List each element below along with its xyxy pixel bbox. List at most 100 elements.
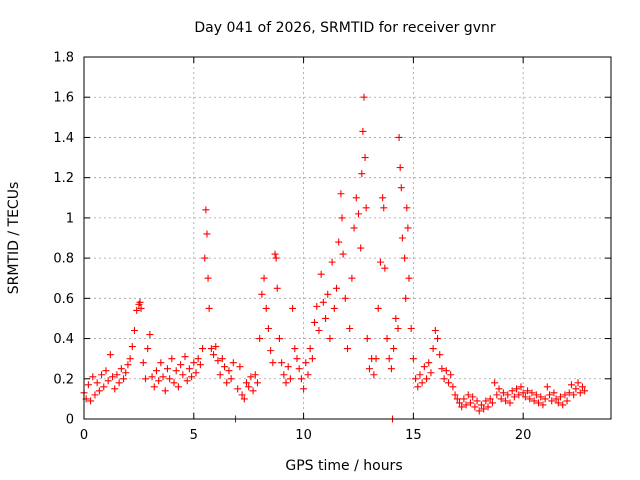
data-point: [188, 373, 196, 381]
data-point: [146, 331, 154, 339]
data-point: [102, 367, 110, 375]
data-point: [115, 379, 123, 387]
data-point: [374, 304, 382, 312]
data-point: [365, 365, 373, 373]
data-point: [390, 345, 398, 353]
data-point: [234, 385, 242, 393]
data-point: [344, 345, 351, 353]
data-point: [293, 355, 301, 363]
data-point: [372, 355, 380, 363]
data-point: [570, 391, 578, 399]
data-point: [113, 371, 121, 379]
data-point: [556, 393, 564, 401]
data-point: [109, 373, 117, 381]
data-point: [493, 391, 501, 399]
data-point: [166, 375, 174, 383]
data-point: [131, 327, 139, 335]
data-point: [240, 395, 248, 403]
data-point: [362, 204, 370, 212]
data-point: [427, 369, 435, 377]
data-point: [513, 385, 521, 393]
data-point: [385, 355, 393, 363]
data-point: [144, 345, 152, 353]
data-point: [104, 377, 112, 385]
data-point: [383, 335, 391, 343]
data-point: [387, 365, 395, 373]
x-tick-label: 15: [405, 428, 422, 443]
data-point: [300, 385, 308, 393]
data-point: [552, 395, 560, 403]
data-point: [204, 274, 212, 282]
y-tick-label: 1: [66, 211, 74, 226]
data-point: [381, 264, 389, 272]
y-tick-label: 0.8: [53, 252, 74, 267]
data-point: [264, 325, 272, 332]
data-point: [170, 379, 178, 387]
data-point: [315, 327, 323, 335]
data-point: [482, 397, 490, 405]
data-point: [212, 343, 220, 351]
data-point: [253, 379, 261, 387]
data-point: [291, 345, 299, 353]
data-point: [95, 387, 103, 395]
y-tick-label: 1.6: [53, 91, 74, 106]
data-point: [567, 381, 575, 389]
data-point: [278, 359, 286, 367]
data-point: [304, 371, 312, 379]
data-point: [275, 335, 283, 343]
data-point: [229, 359, 237, 367]
data-point: [227, 375, 235, 383]
data-point: [91, 391, 99, 399]
data-point: [401, 254, 409, 262]
data-point: [249, 387, 257, 395]
data-point: [397, 184, 405, 192]
data-point: [247, 373, 255, 381]
data-point: [317, 270, 325, 278]
data-point: [159, 373, 167, 381]
data-point: [199, 345, 207, 353]
data-point: [423, 375, 431, 383]
data-point: [133, 306, 141, 314]
data-point: [155, 377, 163, 385]
data-point: [223, 379, 231, 387]
data-point: [559, 401, 567, 409]
data-point: [348, 274, 356, 282]
data-point: [172, 367, 180, 375]
data-point: [550, 389, 558, 397]
data-point: [218, 355, 226, 363]
data-point: [338, 214, 346, 222]
data-point: [194, 355, 202, 363]
data-point: [185, 365, 193, 373]
data-point: [451, 391, 459, 399]
data-point: [458, 403, 466, 411]
data-point: [271, 250, 279, 258]
y-tick-label: 1.2: [53, 171, 74, 186]
data-point: [128, 343, 136, 351]
data-point: [484, 403, 492, 411]
data-point: [201, 254, 209, 262]
data-point: [179, 371, 187, 379]
data-point: [581, 387, 589, 395]
data-point: [161, 387, 169, 395]
data-point: [541, 395, 549, 403]
data-point: [269, 359, 277, 367]
data-point: [333, 284, 341, 292]
data-point: [576, 389, 584, 397]
y-axis-title: SRMTID / TECUs: [6, 182, 22, 295]
data-point: [89, 373, 97, 381]
data-point: [563, 397, 571, 405]
y-tick-label: 0: [66, 413, 74, 428]
data-point: [396, 164, 404, 172]
data-point: [280, 371, 288, 379]
data-point: [256, 335, 264, 343]
data-point: [515, 391, 523, 399]
data-point: [272, 254, 280, 262]
data-point: [267, 347, 275, 355]
data-point: [394, 325, 402, 332]
data-point: [98, 371, 106, 379]
data-point: [370, 371, 378, 379]
data-point: [462, 401, 470, 409]
data-point: [578, 383, 586, 391]
data-point: [289, 304, 297, 312]
